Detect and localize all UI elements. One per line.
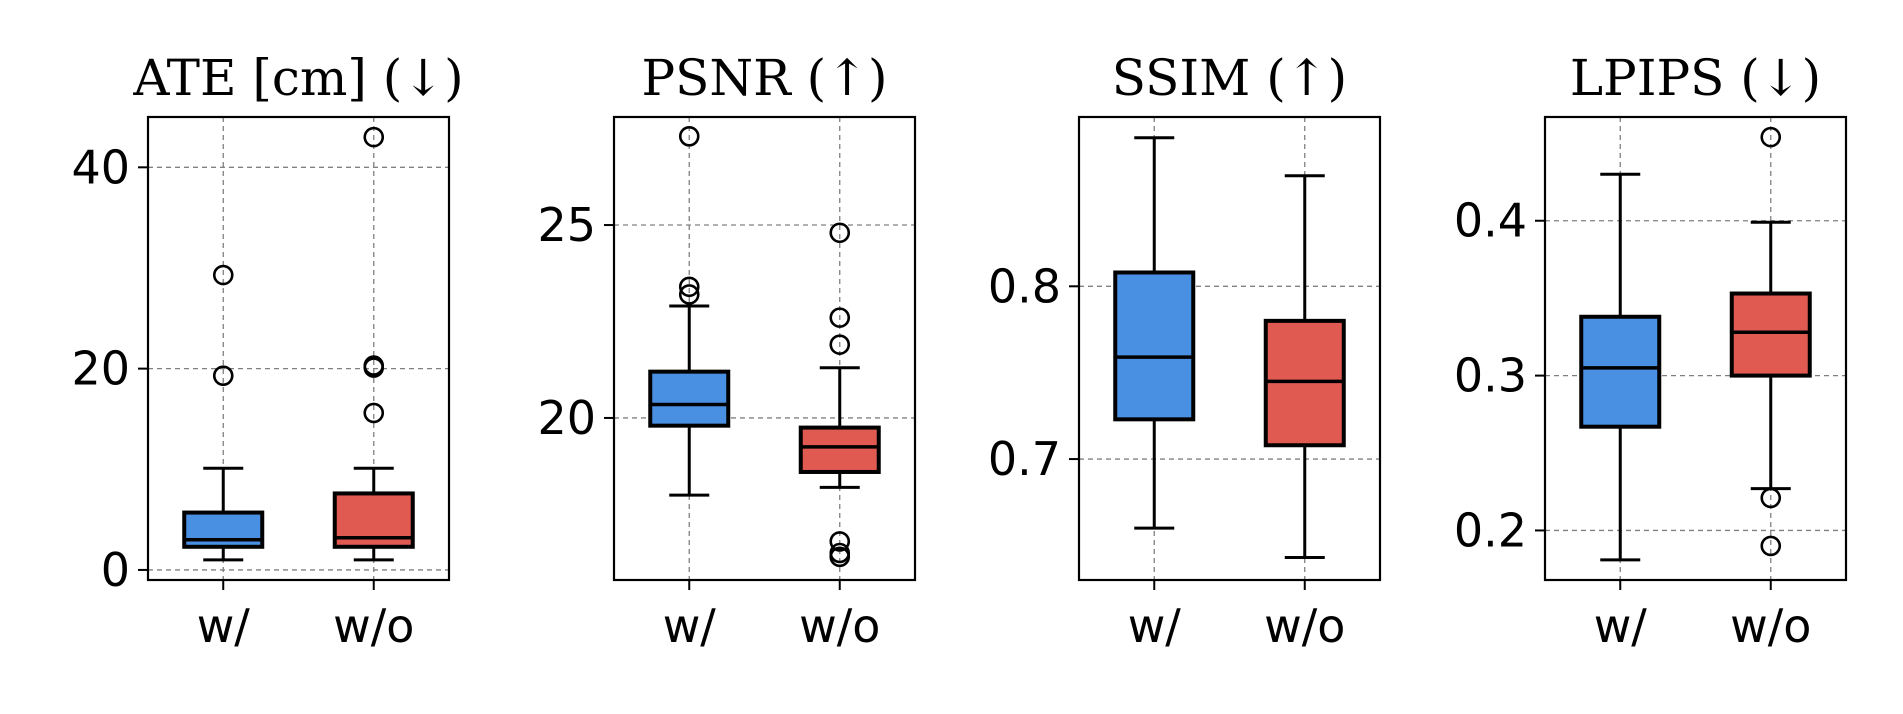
box-without (332, 126, 415, 562)
box-iqr (1113, 270, 1196, 422)
y-tick-label: 0 (101, 543, 130, 597)
chart-title: SSIM (↑) (1112, 49, 1347, 107)
y-tick-label: 20 (537, 391, 596, 445)
x-tick-label: w/o (1264, 599, 1345, 653)
plot-frame (1543, 115, 1848, 582)
box-iqr (798, 425, 881, 474)
chart-panel-2: 20 25 w/w/o PSNR (↑) (537, 49, 917, 653)
outlier-point (1760, 487, 1782, 509)
outlier-point (212, 264, 234, 286)
box-with (1579, 172, 1662, 562)
outlier-point (363, 126, 385, 148)
y-tick-label: 0.3 (1454, 349, 1527, 403)
y-tick-label: 0.8 (988, 259, 1061, 313)
outlier-point (829, 531, 851, 552)
box-with (1113, 136, 1196, 530)
chart-title: LPIPS (↓) (1570, 49, 1821, 107)
x-tick-label: w/o (333, 599, 414, 653)
x-tick-label: w/ (1128, 599, 1182, 653)
x-tick-label: w/ (197, 599, 251, 653)
y-tick-label: 0.2 (1454, 503, 1527, 557)
chart-panel-3: 0.7 0.8 w/w/o SSIM (↑) (988, 49, 1382, 653)
chart-panel-1: 0 20 40 w/w/o ATE [cm] (↓) (71, 49, 463, 653)
box-without (798, 222, 881, 568)
x-tick-label: w/o (799, 599, 880, 653)
y-tick-label: 0.7 (988, 432, 1061, 486)
outlier-point (363, 355, 385, 376)
box-iqr (182, 510, 265, 549)
box-iqr (648, 369, 731, 428)
x-tick-label: w/ (663, 599, 717, 653)
chart-title: PSNR (↑) (641, 49, 887, 107)
outlier-point (829, 542, 851, 564)
chart-panel-4: 0.2 0.3 0.4 w/w/o LPIPS (↓) (1454, 49, 1848, 653)
box-iqr (1729, 291, 1812, 378)
box-iqr (1579, 314, 1662, 429)
plot-frame (612, 115, 917, 582)
plot-frame (146, 115, 451, 582)
y-tick-label: 40 (71, 140, 130, 194)
box-without (1729, 126, 1812, 557)
plot-frame (1077, 115, 1382, 582)
x-tick-label: w/o (1730, 599, 1811, 653)
outlier-point (1760, 535, 1782, 557)
outlier-point (678, 125, 700, 147)
box-with (648, 125, 731, 497)
box-with (182, 264, 265, 562)
chart-title: ATE [cm] (↓) (132, 49, 463, 107)
outlier-point (1760, 126, 1782, 148)
y-tick-label: 20 (71, 342, 130, 396)
outlier-point (829, 307, 851, 328)
outlier-point (829, 222, 851, 244)
outlier-point (678, 276, 700, 298)
outlier-point (212, 365, 234, 386)
outlier-point (363, 402, 385, 424)
x-tick-label: w/ (1594, 599, 1648, 653)
y-tick-label: 0.4 (1454, 194, 1527, 248)
box-without (1263, 174, 1346, 560)
y-tick-label: 25 (537, 198, 596, 252)
outlier-point (829, 334, 851, 355)
outlier-point (678, 284, 700, 305)
